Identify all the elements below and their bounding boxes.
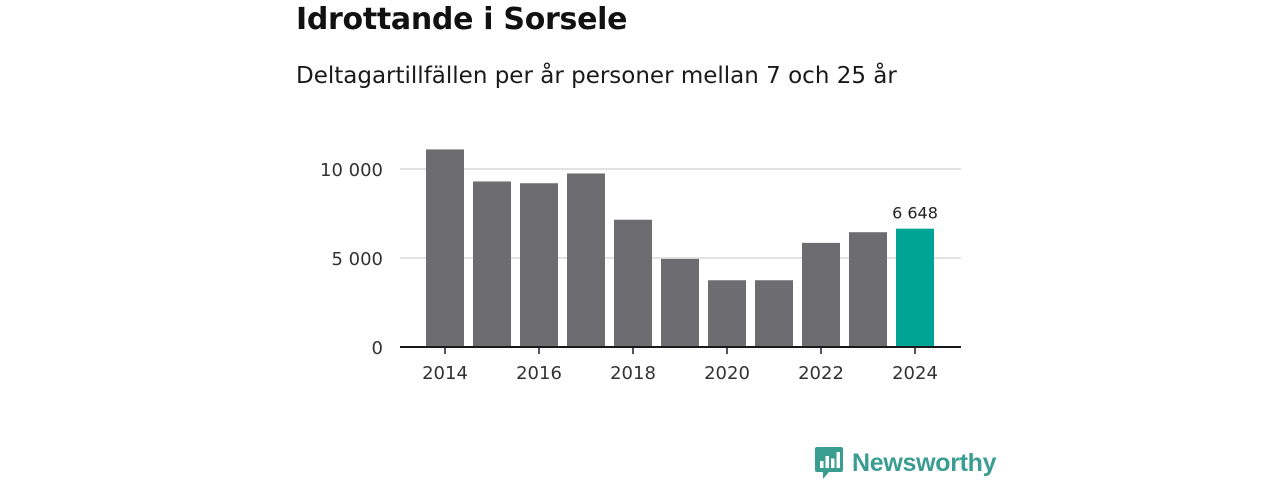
x-tick-label: 2018: [610, 363, 656, 384]
x-tick-label: 2014: [422, 363, 468, 384]
bar-2020: [708, 280, 746, 347]
x-tick-label: 2020: [704, 363, 750, 384]
y-tick-label: 0: [372, 338, 383, 359]
bar-2015: [473, 181, 511, 347]
bar-2017: [567, 173, 605, 347]
bar-2023: [849, 232, 887, 347]
labels: 0 5 000 10 000 2014 2016 2018 2020 2022 2024 6 64…: [320, 160, 938, 384]
bar-2024: [896, 228, 934, 347]
bar-2022: [802, 242, 840, 347]
newsworthy-brand: Newsworthy: [814, 446, 997, 480]
bar-2021: [755, 280, 793, 347]
bars: [426, 149, 934, 347]
y-tick-label: 5 000: [331, 249, 383, 270]
x-tick-label: 2016: [516, 363, 562, 384]
x-tick-label: 2024: [892, 363, 938, 384]
chart-subtitle: Deltagartillfällen per år personer mella…: [296, 63, 897, 89]
brand-name: Newsworthy: [852, 448, 997, 477]
axes: [400, 346, 961, 354]
bar-2014: [426, 149, 464, 347]
chart-title: Idrottande i Sorsele: [296, 2, 628, 37]
bar-2016: [520, 183, 558, 347]
value-label: 6 648: [892, 204, 938, 223]
x-tick-label: 2022: [798, 363, 844, 384]
bar-2019: [661, 258, 699, 347]
bar-2018: [614, 219, 652, 347]
y-tick-label: 10 000: [320, 160, 383, 181]
newsworthy-logo-icon: [815, 447, 843, 479]
